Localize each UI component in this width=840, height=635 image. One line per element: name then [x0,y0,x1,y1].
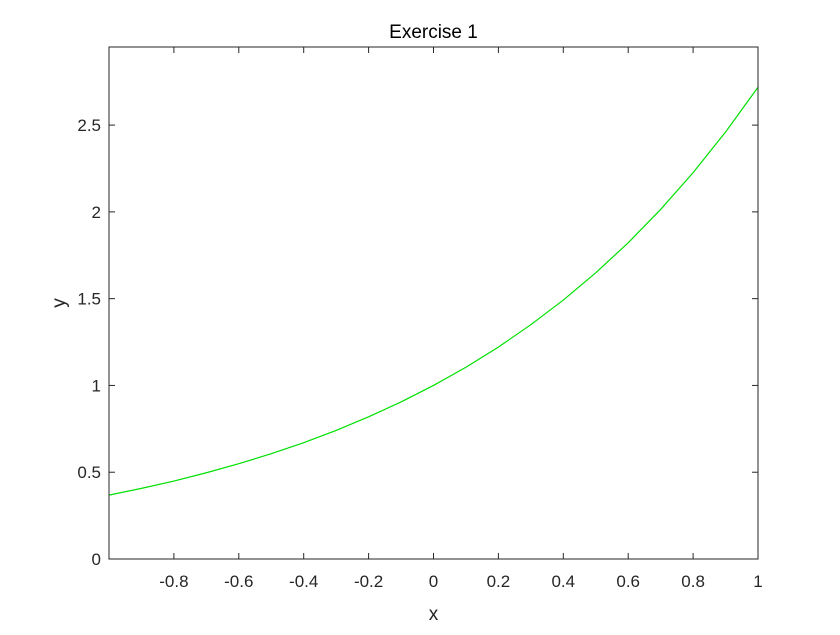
y-tick-label: 0.5 [77,463,101,482]
x-axis-label: x [429,604,439,625]
series-layer [108,86,759,496]
y-tick-label: 1 [92,376,101,395]
y-tick-label: 2.5 [77,116,101,135]
x-tick-label: -0.2 [354,572,383,591]
x-tick-label: 0 [429,572,438,591]
x-tick-label: 0.8 [681,572,705,591]
x-tick-label: 0.2 [487,572,511,591]
y-tick-label: 0 [92,550,101,569]
x-tick-label: 0.6 [616,572,640,591]
x-tick-label: -0.8 [159,572,188,591]
y-tick-label: 2 [92,203,101,222]
y-axis-label: y [49,298,70,308]
plot-background [109,47,758,559]
chart-title: Exercise 1 [389,22,478,43]
y-tick-label: 1.5 [77,290,101,309]
x-tick-label: -0.4 [289,572,318,591]
tick-layer: -0.8 -0.6 -0.4 -0.2 0 0.2 0.4 0.6 0.8 1 0 0.5 1 1.5 2 2… [77,47,763,591]
x-tick-label: 1 [753,572,762,591]
series-line [108,86,759,496]
x-tick-label: -0.6 [224,572,253,591]
x-tick-label: 0.4 [551,572,575,591]
